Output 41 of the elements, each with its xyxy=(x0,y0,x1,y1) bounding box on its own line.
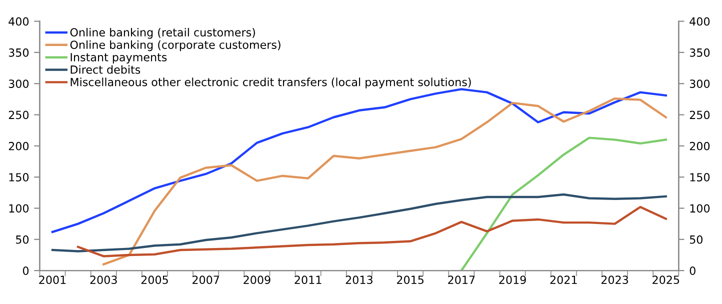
legend-label: Miscellaneous other electronic credit transfers (local payment solutions) xyxy=(70,78,471,88)
line-series xyxy=(51,88,668,234)
y-tick-label: 0 xyxy=(22,266,29,275)
y-tick-label: 100 xyxy=(9,204,29,213)
y2-tick-label: 50 xyxy=(690,235,702,244)
y-tick-label: 250 xyxy=(8,110,29,120)
y2-tick-label: 400 xyxy=(690,17,710,26)
y-tick-label: 150 xyxy=(9,173,29,182)
y2-tick-label: 150 xyxy=(690,173,710,182)
x-tick-label: 2013 xyxy=(346,276,372,284)
line-series xyxy=(76,206,668,258)
legend-label: Direct debits xyxy=(70,65,140,74)
y2-tick-label: 300 xyxy=(690,80,710,88)
y-tick-label: 400 xyxy=(8,17,29,26)
y2-tick-label: 200 xyxy=(690,142,710,150)
x-tick-label: 2017 xyxy=(448,276,475,284)
x-tick-label: 2019 xyxy=(499,276,526,284)
x-tick-label: 2009 xyxy=(244,276,270,284)
line-series xyxy=(51,193,668,252)
x-tick-label: 2001 xyxy=(39,276,66,284)
x-tick-label: 2007 xyxy=(192,276,220,284)
line-series xyxy=(102,97,668,266)
legend-label: Instant payments xyxy=(70,53,167,64)
x-tick-label: 2025 xyxy=(652,276,680,284)
x-tick-label: 2023 xyxy=(601,276,628,284)
x-tick-label: 2015 xyxy=(396,276,424,284)
x-tick-label: 2005 xyxy=(141,276,168,284)
y2-tick-label: 250 xyxy=(690,110,710,120)
y-tick-label: 350 xyxy=(8,48,29,57)
y2-tick-label: 350 xyxy=(690,48,710,57)
x-tick-label: 2003 xyxy=(90,276,117,284)
x-tick-label: 2011 xyxy=(294,276,322,284)
y-tick-label: 300 xyxy=(8,80,29,88)
y-tick-label: 200 xyxy=(8,142,29,150)
y2-tick-label: 100 xyxy=(690,204,710,213)
x-tick-label: 2021 xyxy=(550,276,577,284)
legend-label: Online banking (corporate customers) xyxy=(70,40,280,52)
line-series xyxy=(460,136,668,271)
y-tick-label: 50 xyxy=(16,235,29,244)
y2-tick-label: 0 xyxy=(690,266,696,275)
legend-label: Online banking (retail customers) xyxy=(70,28,255,39)
